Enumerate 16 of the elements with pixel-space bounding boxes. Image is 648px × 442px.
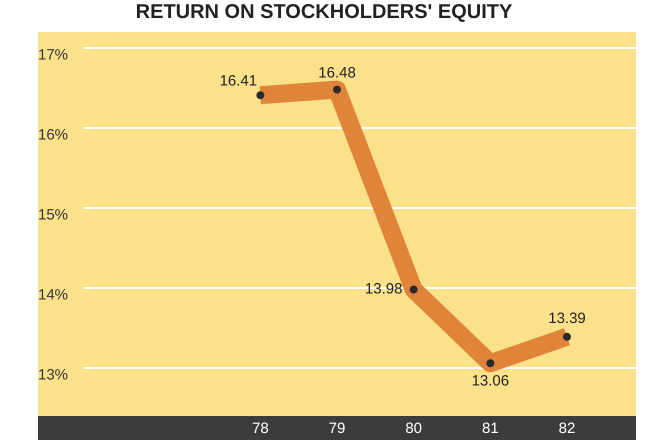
data-label: 13.06: [472, 372, 510, 390]
data-label: 16.48: [318, 64, 356, 82]
data-label: 13.98: [364, 280, 402, 298]
y-tick-label: 16%: [38, 126, 68, 144]
x-tick-label: 78: [252, 420, 269, 438]
data-label: 16.41: [220, 72, 258, 90]
x-tick-label: 81: [482, 420, 499, 438]
y-tick-label: 13%: [38, 366, 68, 384]
chart-title: RETURN ON STOCKHOLDERS' EQUITY: [134, 0, 514, 24]
x-tick-label: 82: [558, 420, 576, 438]
x-tick-label: 79: [328, 420, 346, 438]
x-tick-label: 80: [405, 420, 422, 438]
y-tick-label: 15%: [38, 206, 68, 224]
data-label: 13.39: [548, 310, 586, 327]
y-tick-label: 17%: [38, 46, 68, 64]
y-tick-label: 14%: [38, 286, 68, 304]
